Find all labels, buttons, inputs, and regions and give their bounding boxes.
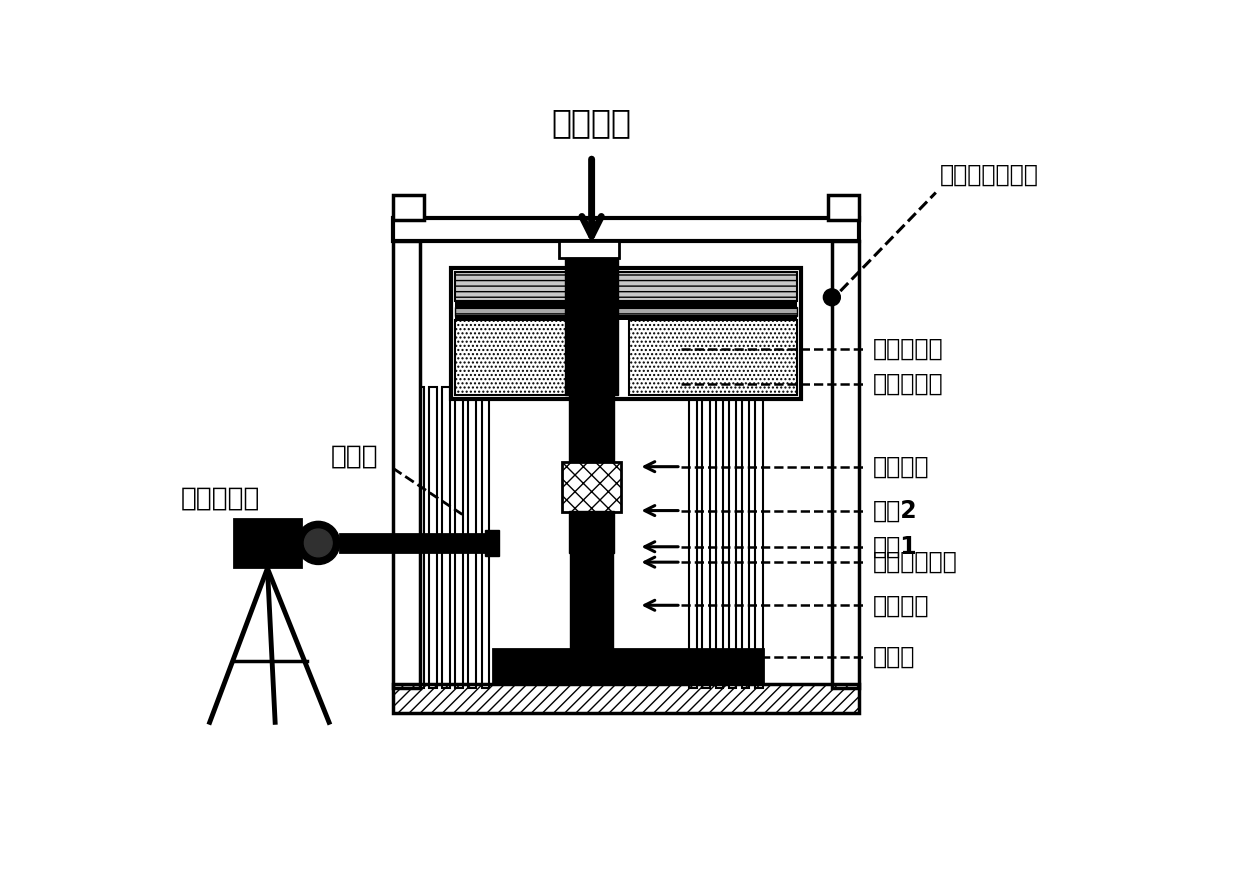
Text: 试样1: 试样1 [873,535,918,559]
Bar [485,530,500,556]
Bar [429,387,436,688]
Bar [569,395,614,468]
Bar [742,387,749,688]
Circle shape [304,529,332,556]
Bar [455,387,463,688]
Text: 真空腔密封环境: 真空腔密封环境 [940,163,1039,187]
Bar [570,551,613,651]
Bar [469,387,476,688]
Bar [703,387,711,688]
Bar [417,387,424,688]
Bar [393,241,420,688]
Bar [393,195,424,220]
Circle shape [823,289,841,306]
Bar [558,241,619,258]
Bar [443,387,450,688]
Bar [494,649,763,684]
Circle shape [296,521,340,564]
Bar [455,272,797,301]
Text: 压力加载: 压力加载 [552,105,631,139]
Bar [455,315,797,320]
Bar [455,320,580,395]
Bar [828,195,859,220]
Text: 高温绍热体: 高温绍热体 [873,371,944,395]
Bar [630,320,797,395]
Text: 热流量计: 热流量计 [873,455,929,478]
Text: 多层热防护屏: 多层热防护屏 [873,550,957,574]
Bar [393,218,859,241]
Bar [569,510,614,553]
Text: 导光筒: 导光筒 [331,444,378,470]
Bar [455,299,797,307]
Bar [233,519,301,567]
Bar [455,307,797,315]
Text: 热成像系统: 热成像系统 [181,486,260,512]
Bar [481,387,490,688]
Bar [755,387,763,688]
Text: 油冷板: 油冷板 [873,645,915,669]
Text: 高温加热体: 高温加热体 [873,337,944,361]
Bar [393,684,859,713]
Bar [340,533,490,552]
Text: 热流量计: 热流量计 [873,594,929,618]
Bar [715,387,723,688]
Bar [565,258,618,395]
Bar [563,462,621,512]
Text: 试样2: 试样2 [873,499,918,523]
Bar [832,241,859,688]
Bar [689,387,697,688]
Bar [729,387,737,688]
Bar [450,268,801,399]
